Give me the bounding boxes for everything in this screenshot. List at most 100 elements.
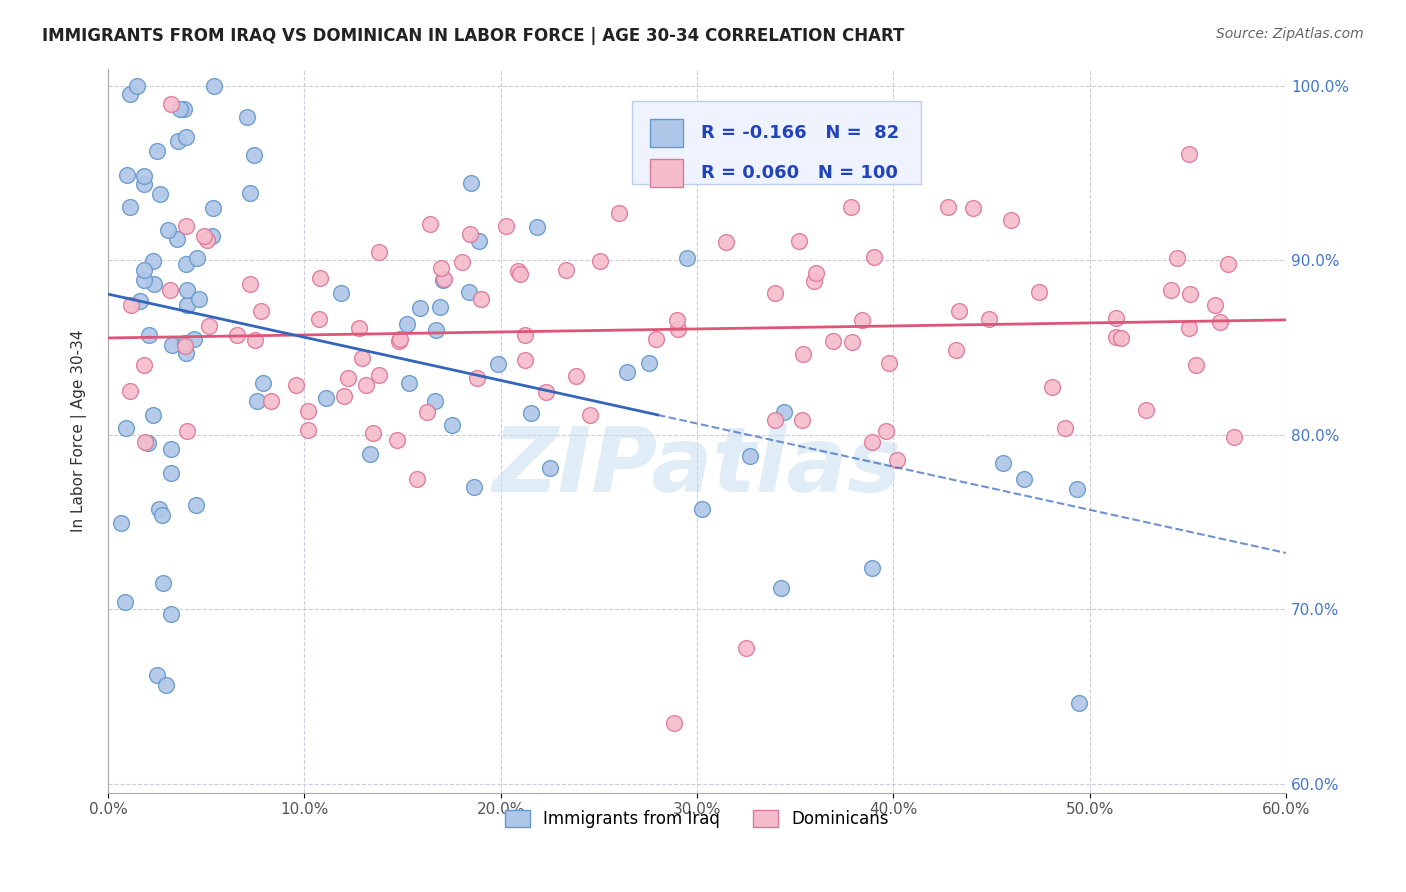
Point	[166, 134, 188, 148]
Legend: Immigrants from Iraq, Dominicans: Immigrants from Iraq, Dominicans	[498, 804, 896, 835]
Point	[589, 254, 612, 268]
Point	[616, 365, 638, 379]
Point	[285, 377, 308, 392]
Point	[430, 261, 453, 276]
Bar	[650, 120, 683, 146]
Point	[132, 273, 155, 287]
Point	[129, 293, 152, 308]
Point	[146, 668, 169, 682]
Point	[735, 641, 758, 656]
Point	[398, 376, 420, 390]
Point	[460, 176, 482, 190]
Point	[198, 319, 221, 334]
Point	[143, 277, 166, 291]
Point	[388, 332, 411, 346]
Point	[1180, 286, 1202, 301]
Point	[159, 284, 181, 298]
Point	[1160, 283, 1182, 297]
Point	[714, 235, 737, 249]
Point	[297, 423, 319, 437]
Point	[515, 353, 537, 368]
Point	[347, 320, 370, 334]
Point	[115, 168, 138, 182]
Point	[225, 327, 247, 342]
Point	[948, 304, 970, 318]
Point	[120, 87, 142, 102]
Point	[152, 575, 174, 590]
Point	[1208, 315, 1230, 329]
Point	[773, 404, 796, 418]
Point	[1109, 331, 1132, 345]
Point	[188, 292, 211, 306]
Point	[174, 339, 197, 353]
Point	[235, 110, 257, 124]
Point	[1178, 146, 1201, 161]
Point	[554, 263, 576, 277]
Point	[495, 219, 517, 234]
Point	[450, 255, 472, 269]
Point	[440, 417, 463, 432]
Point	[367, 368, 389, 383]
Point	[1166, 252, 1188, 266]
Point	[1216, 257, 1239, 271]
Point	[297, 404, 319, 418]
Point	[675, 251, 697, 265]
Point	[1204, 297, 1226, 311]
Point	[132, 177, 155, 191]
Point	[1135, 403, 1157, 417]
Point	[526, 220, 548, 235]
Point	[406, 472, 429, 486]
Point	[1177, 321, 1199, 335]
Point	[169, 103, 191, 117]
Point	[110, 516, 132, 530]
Point	[159, 466, 181, 480]
Point	[579, 408, 602, 422]
Point	[160, 97, 183, 112]
Point	[863, 250, 886, 264]
Point	[239, 277, 262, 291]
Point	[841, 334, 863, 349]
Point	[519, 406, 541, 420]
Point	[148, 187, 170, 202]
Point	[174, 130, 197, 145]
Point	[186, 251, 208, 265]
Point	[433, 272, 456, 286]
Point	[202, 202, 225, 216]
Point	[127, 78, 149, 93]
Point	[770, 582, 793, 596]
Point	[201, 228, 224, 243]
Point	[676, 164, 699, 178]
Point	[1040, 380, 1063, 394]
Point	[839, 200, 862, 214]
Point	[1000, 212, 1022, 227]
Point	[419, 217, 441, 231]
Point	[962, 201, 984, 215]
Point	[877, 356, 900, 370]
Point	[425, 323, 447, 337]
Point	[195, 233, 218, 247]
Point	[763, 412, 786, 426]
Point	[166, 232, 188, 246]
Point	[740, 449, 762, 463]
Point	[823, 334, 845, 349]
Point	[425, 393, 447, 408]
Point	[565, 368, 588, 383]
Point	[120, 298, 142, 312]
Point	[509, 267, 531, 281]
Point	[468, 234, 491, 248]
Point	[114, 595, 136, 609]
Text: ZIPatlas: ZIPatlas	[492, 423, 901, 511]
Point	[1222, 430, 1244, 444]
Point	[1069, 696, 1091, 710]
Point	[239, 186, 262, 200]
Point	[146, 144, 169, 158]
Point	[395, 317, 418, 331]
Point	[409, 301, 432, 315]
Point	[1028, 285, 1050, 299]
Point	[388, 334, 411, 348]
Point	[662, 715, 685, 730]
Point	[792, 413, 814, 427]
Point	[132, 262, 155, 277]
Point	[202, 78, 225, 93]
Point	[665, 313, 688, 327]
